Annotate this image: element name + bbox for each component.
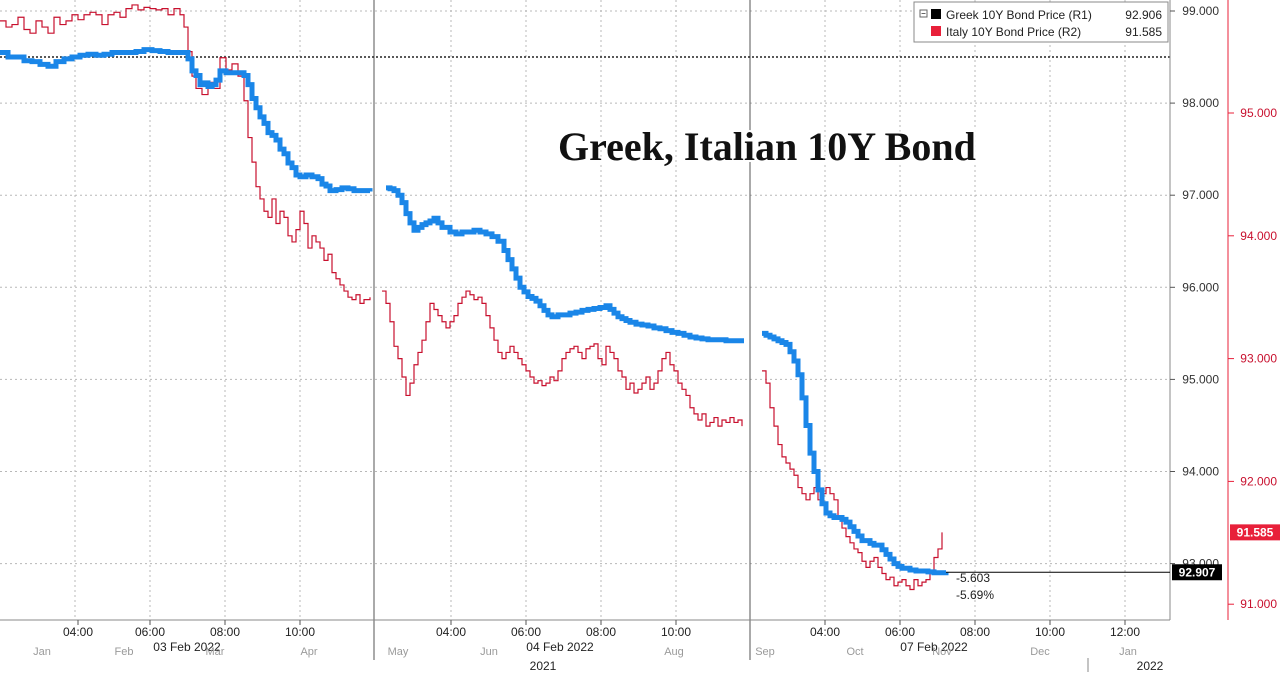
r2-tick-label: 93.000 — [1240, 352, 1277, 366]
x-time-label: 06:00 — [135, 625, 165, 639]
x-time-label: 08:00 — [586, 625, 616, 639]
r2-tick-label: 92.000 — [1240, 474, 1277, 488]
legend: Greek 10Y Bond Price (R1) 92.906 Italy 1… — [913, 1, 1169, 43]
x-axis: 04:00 06:00 08:00 10:00 04:00 06:00 08:00 10:00… — [33, 620, 1164, 673]
legend-value-italy: 91.585 — [1125, 25, 1162, 39]
x-month-label: Apr — [300, 646, 317, 658]
legend-label-greek: Greek 10Y Bond Price (R1) — [946, 8, 1092, 22]
r2-tick-label: 94.000 — [1240, 229, 1277, 243]
x-time-label: 04:00 — [63, 625, 93, 639]
greek-series-line — [386, 185, 744, 344]
r1-tick-label: 95.000 — [1182, 372, 1219, 386]
greek-last-value-box — [1172, 564, 1222, 581]
x-time-label: 04:00 — [810, 625, 840, 639]
italy-series-line — [382, 290, 743, 427]
x-time-label: 12:00 — [1110, 625, 1140, 639]
x-time-label: 10:00 — [285, 625, 315, 639]
r2-tick-label: 95.000 — [1240, 106, 1277, 120]
x-time-label: 04:00 — [436, 625, 466, 639]
x-month-label: Mar — [206, 646, 225, 658]
change-abs: -5.603 — [956, 571, 990, 585]
x-month-label: Jan — [33, 646, 51, 658]
x-year-label: 2022 — [1137, 659, 1164, 673]
x-time-label: 10:00 — [661, 625, 691, 639]
italy-last-value-box — [1230, 524, 1280, 541]
chart-title: Greek, Italian 10Y Bond — [558, 124, 976, 169]
r1-tick-label: 99.000 — [1182, 4, 1219, 18]
x-month-label: Oct — [846, 646, 863, 658]
italy-series-line — [762, 370, 943, 591]
legend-box — [913, 1, 1169, 43]
x-month-label: Feb — [115, 646, 134, 658]
x-month-label: Aug — [664, 646, 684, 658]
x-day-label: 07 Feb 2022 — [900, 640, 968, 654]
x-year-label: 2021 — [530, 659, 557, 673]
x-time-label: 06:00 — [885, 625, 915, 639]
legend-value-greek: 92.906 — [1125, 8, 1162, 22]
x-time-label: 08:00 — [960, 625, 990, 639]
r2-tick-label: 91.000 — [1240, 597, 1277, 611]
series-layer — [0, 4, 949, 591]
r1-tick-label: 94.000 — [1182, 465, 1219, 479]
r1-tick-label: 98.000 — [1182, 96, 1219, 110]
x-day-label: 03 Feb 2022 — [153, 640, 221, 654]
axis-r1-ticks: 99.00098.00097.00096.00095.00094.00093.0… — [1170, 4, 1219, 571]
r1-tick-label: 97.000 — [1182, 188, 1219, 202]
legend-swatch-greek — [931, 9, 941, 19]
greek-last-value: 92.907 — [1179, 565, 1216, 579]
italy-last-value: 91.585 — [1237, 525, 1274, 539]
axis-r2-ticks: 95.000 94.000 93.000 92.000 91.000 — [1228, 106, 1277, 611]
greek-series-line — [762, 330, 949, 576]
greek-series-line — [0, 47, 373, 194]
x-month-label: Dec — [1030, 646, 1050, 658]
x-time-label: 08:00 — [210, 625, 240, 639]
legend-swatch-italy — [931, 26, 941, 36]
x-day-label: 04 Feb 2022 — [526, 640, 594, 654]
x-time-label: 06:00 — [511, 625, 541, 639]
x-month-label: Nov — [932, 646, 952, 658]
x-month-label: Jun — [480, 646, 498, 658]
x-month-label: Jan — [1119, 646, 1137, 658]
x-month-label: Sep — [755, 646, 775, 658]
r1-tick-label: 96.000 — [1182, 280, 1219, 294]
legend-label-italy: Italy 10Y Bond Price (R2) — [946, 25, 1081, 39]
x-month-label: May — [388, 646, 409, 658]
change-pct: -5.69% — [956, 588, 994, 602]
x-time-label: 10:00 — [1035, 625, 1065, 639]
